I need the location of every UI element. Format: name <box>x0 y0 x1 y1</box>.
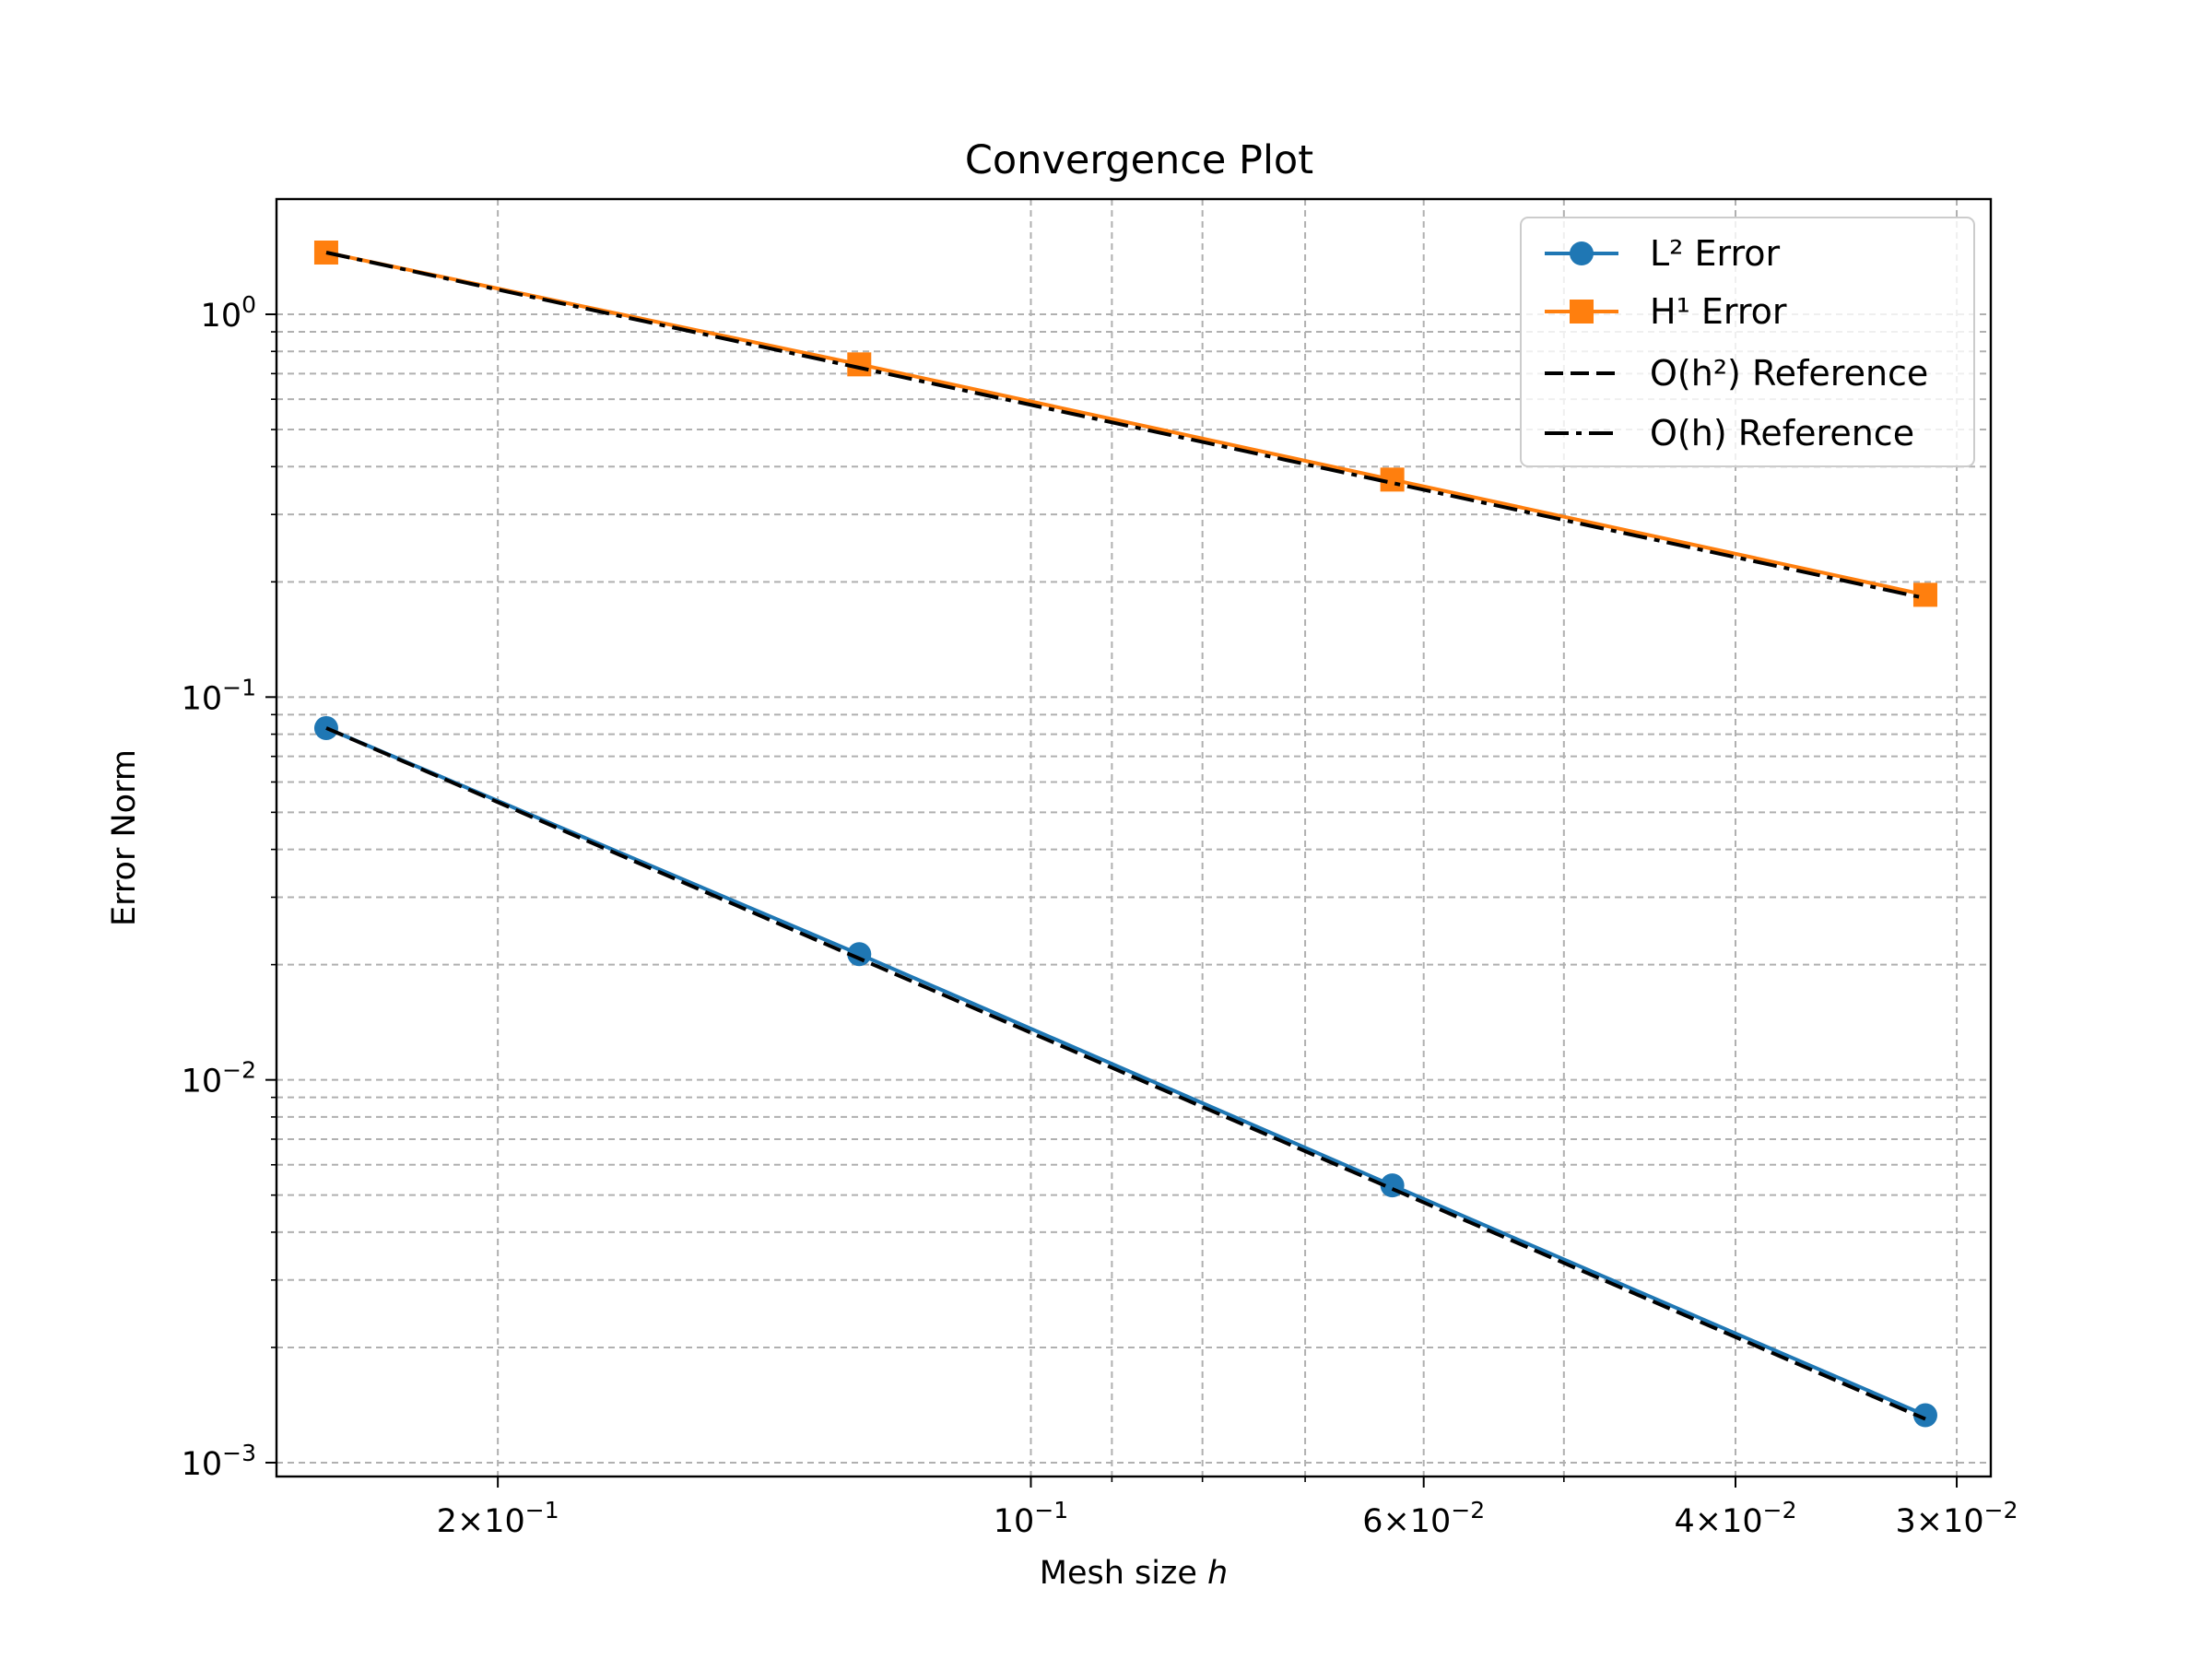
y-tick-label: 10−1 <box>182 674 256 717</box>
x-tick-label-exponent: −2 <box>1984 1497 2018 1524</box>
x-tick-label-base: 2×10 <box>437 1503 525 1540</box>
y-tick-label-exponent: −3 <box>222 1440 256 1466</box>
axes-frame <box>275 197 1993 1478</box>
y-tick-label: 10−2 <box>182 1057 256 1100</box>
x-tick-label: 3×10−2 <box>1896 1497 2018 1540</box>
x-tick-label-exponent: −2 <box>1451 1497 1485 1524</box>
legend-box <box>1520 217 1975 467</box>
y-tick-label: 10−3 <box>182 1440 256 1483</box>
x-tick-label-exponent: −2 <box>1763 1497 1797 1524</box>
y-tick-label: 100 <box>201 291 256 335</box>
legend-label-1: H¹ Error <box>1650 291 1787 332</box>
x-tick-label-base: 6×10 <box>1362 1503 1451 1540</box>
legend-label-3: O(h) Reference <box>1650 413 1914 453</box>
x-tick-label: 2×10−1 <box>437 1497 559 1540</box>
legend-label-0: L² Error <box>1650 233 1780 274</box>
legend-label-2: O(h²) Reference <box>1650 353 1928 394</box>
x-tick-label: 6×10−2 <box>1362 1497 1485 1540</box>
x-tick-label-base: 10 <box>994 1503 1035 1540</box>
y-tick-label-base: 10 <box>182 1446 223 1483</box>
x-tick-label-exponent: −1 <box>1034 1497 1068 1524</box>
series-line-0 <box>325 726 1926 1418</box>
series-line-2 <box>325 726 1926 1421</box>
legend: L² Error H¹ Error O(h²) Reference O(h) Refe… <box>1520 217 1975 467</box>
y-tick-label-exponent: −1 <box>222 674 256 700</box>
data-point <box>1912 1403 1937 1428</box>
y-tick-label-exponent: 0 <box>241 291 256 318</box>
y-tick-label-exponent: −2 <box>222 1057 256 1084</box>
x-tick-label-base: 3×10 <box>1896 1503 1984 1540</box>
series-group <box>313 241 1937 1428</box>
y-tick-label-base: 10 <box>182 680 223 717</box>
x-axis-label-symbol: h <box>1207 1555 1228 1592</box>
data-point <box>847 942 872 967</box>
y-axis-label: Error Norm <box>106 749 143 926</box>
y-tick-label-base: 10 <box>182 1064 223 1100</box>
y-tick-label-base: 10 <box>201 298 242 335</box>
x-tick-label-exponent: −1 <box>525 1497 559 1524</box>
axis-ticks: 2×10−1 10−1 6×10−2 4×10−2 3×10−210010−110−21… <box>182 291 2018 1540</box>
legend-marker-1 <box>1570 300 1594 324</box>
series-line-3 <box>325 251 1926 601</box>
legend-marker-0 <box>1570 241 1594 265</box>
x-tick-label: 10−1 <box>994 1497 1068 1540</box>
x-tick-label: 4×10−2 <box>1675 1497 1797 1540</box>
chart-title: Convergence Plot <box>965 137 1313 183</box>
data-point <box>313 715 338 740</box>
x-axis-label-text: Mesh size <box>1040 1555 1207 1592</box>
x-axis-label: Mesh size h <box>1040 1555 1228 1592</box>
x-tick-label-base: 4×10 <box>1675 1503 1763 1540</box>
